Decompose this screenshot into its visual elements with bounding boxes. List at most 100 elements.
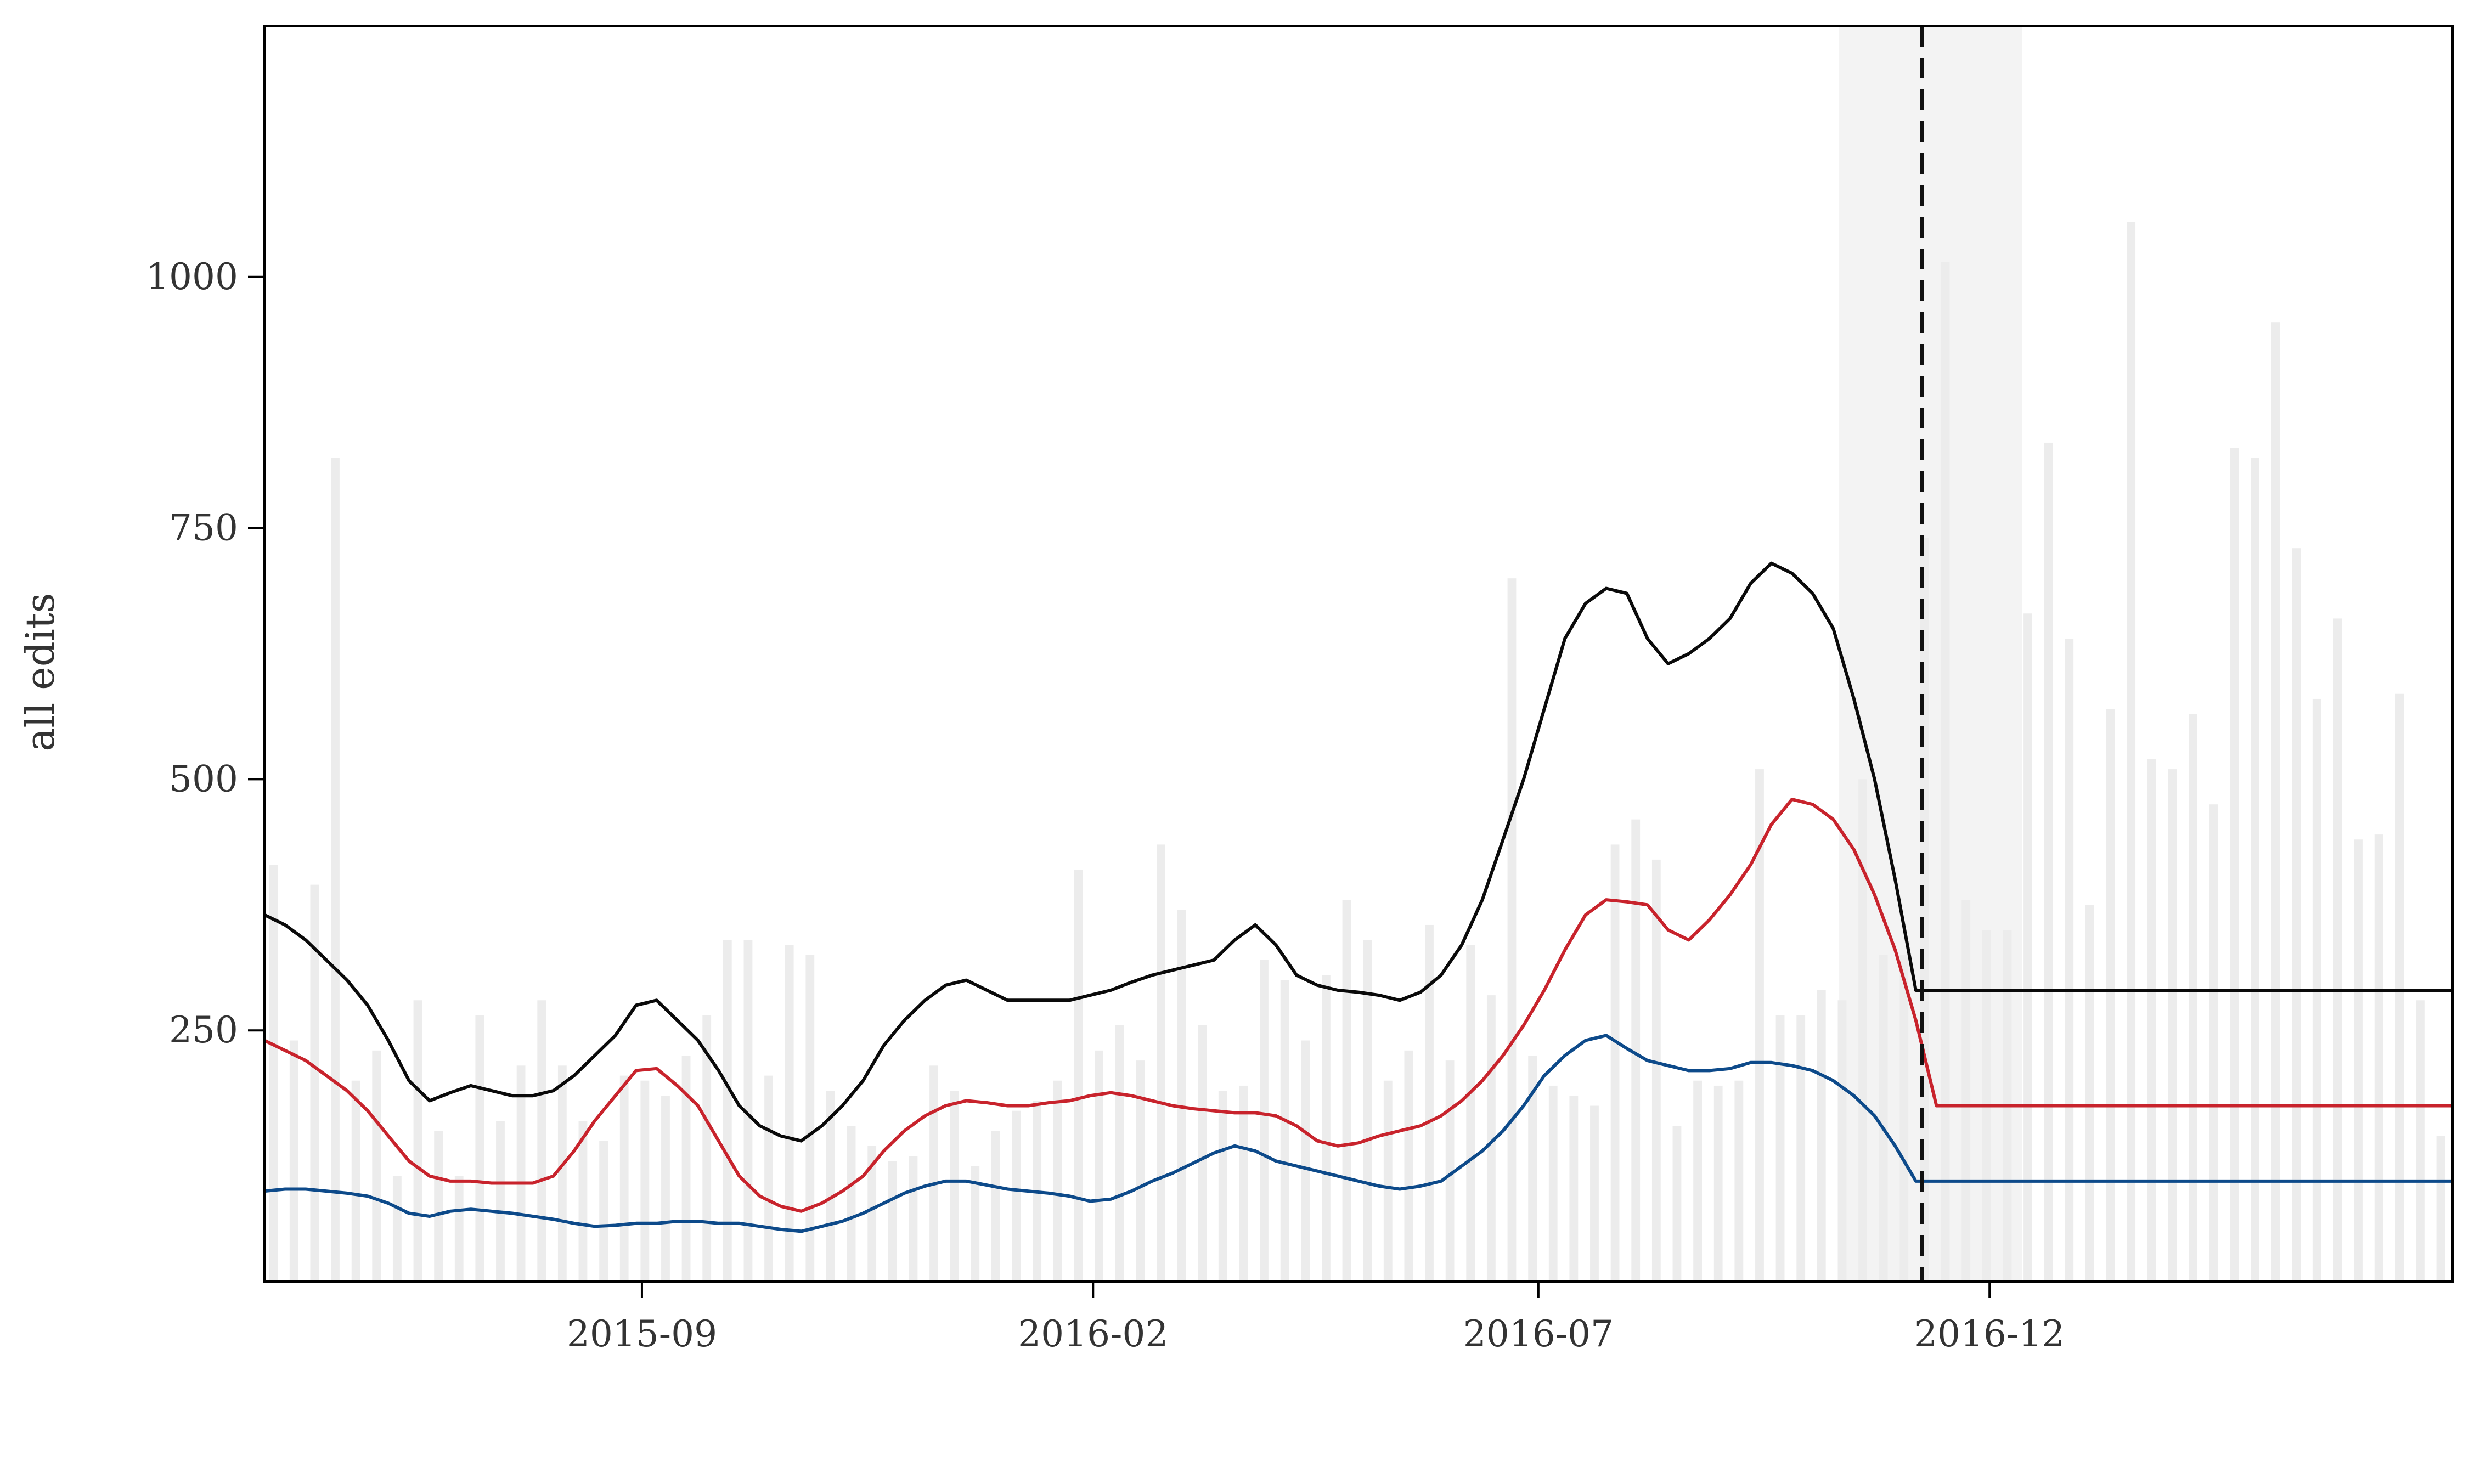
bar xyxy=(413,1000,422,1282)
bar xyxy=(2168,769,2177,1282)
bar xyxy=(392,1176,402,1282)
bar xyxy=(681,1055,691,1282)
bar xyxy=(1053,1080,1062,1282)
bar xyxy=(1280,980,1289,1282)
y-tick-label: 500 xyxy=(169,758,238,800)
bar xyxy=(1095,1050,1103,1282)
bar xyxy=(2415,1000,2425,1282)
bar xyxy=(372,1050,381,1282)
bar xyxy=(661,1096,670,1282)
bar xyxy=(1177,910,1186,1282)
bar xyxy=(1879,955,1888,1282)
bar xyxy=(1713,1085,1723,1282)
bar xyxy=(1528,1055,1537,1282)
bar xyxy=(1404,1050,1413,1282)
trend-lines-layer xyxy=(263,561,2453,1233)
bar xyxy=(2374,834,2383,1282)
bar xyxy=(764,1075,773,1282)
bar xyxy=(1342,900,1351,1282)
axes-layer: 250 500 750 1000 2015-09 2016-02 2016-07 2016-1… xyxy=(146,25,2454,1355)
bar xyxy=(2023,613,2032,1282)
bar xyxy=(1507,578,1517,1282)
bar xyxy=(888,1161,897,1282)
series-line-3 xyxy=(264,1034,2453,1233)
bar xyxy=(1218,1091,1227,1282)
bar xyxy=(2230,448,2239,1282)
bar xyxy=(1363,940,1372,1282)
bar xyxy=(743,940,753,1282)
bar xyxy=(1260,960,1269,1282)
plot-frame xyxy=(263,25,2454,1283)
bar xyxy=(599,1141,608,1282)
bar xyxy=(847,1126,856,1282)
bar xyxy=(269,865,278,1282)
bar xyxy=(1321,975,1331,1282)
bar xyxy=(1239,1085,1248,1282)
bar xyxy=(619,1075,629,1282)
bar xyxy=(723,940,732,1282)
bar xyxy=(351,1080,360,1282)
bar xyxy=(1074,870,1083,1282)
bar xyxy=(1136,1060,1145,1282)
bar xyxy=(2250,458,2259,1282)
bar xyxy=(2065,639,2074,1282)
bar xyxy=(2395,693,2404,1282)
bar xyxy=(516,1065,526,1282)
bar xyxy=(805,955,815,1282)
bar xyxy=(2106,709,2115,1282)
bar xyxy=(1817,990,1826,1282)
y-tick-label: 1000 xyxy=(146,256,238,298)
bar xyxy=(950,1091,959,1282)
bar xyxy=(1899,955,1909,1282)
y-axis-label: all edits xyxy=(17,593,63,751)
bar xyxy=(909,1156,918,1282)
bar xyxy=(971,1166,980,1282)
bar xyxy=(475,1015,484,1282)
bar xyxy=(1734,1080,1744,1282)
bar xyxy=(867,1146,877,1282)
bar xyxy=(640,1080,650,1282)
bar xyxy=(1837,1000,1847,1282)
bar xyxy=(702,1015,712,1282)
bar xyxy=(1755,769,1764,1282)
bar xyxy=(496,1121,505,1282)
bar xyxy=(1672,1126,1682,1282)
bar xyxy=(2271,322,2280,1282)
bar xyxy=(2436,1136,2445,1282)
bar xyxy=(2044,442,2053,1282)
bar xyxy=(1941,262,1950,1282)
bar xyxy=(2333,618,2342,1282)
bar xyxy=(785,945,794,1282)
bar xyxy=(1590,1105,1599,1282)
bar xyxy=(1156,844,1165,1282)
bar xyxy=(557,1065,567,1282)
bar xyxy=(2209,804,2218,1282)
bar xyxy=(2189,714,2197,1282)
bar xyxy=(2085,905,2094,1282)
bar xyxy=(1383,1080,1393,1282)
series-line-1 xyxy=(263,561,2453,1143)
bar xyxy=(331,458,340,1282)
bar xyxy=(2127,222,2136,1282)
x-tick-label: 2016-12 xyxy=(1914,1313,2065,1355)
bar xyxy=(1012,1110,1021,1282)
bar xyxy=(1548,1085,1558,1282)
y-tick-label: 750 xyxy=(169,507,238,549)
bar xyxy=(1631,819,1641,1282)
bar xyxy=(1961,900,1971,1282)
bar xyxy=(1198,1025,1207,1282)
bar xyxy=(310,884,319,1282)
bar xyxy=(1425,924,1434,1282)
event-window-shade xyxy=(1839,26,2022,1282)
bar xyxy=(1651,859,1661,1282)
bar xyxy=(1796,1015,1806,1282)
bar xyxy=(578,1121,588,1282)
x-tick-label: 2016-07 xyxy=(1463,1313,1614,1355)
bar xyxy=(537,1000,546,1282)
bar xyxy=(1301,1040,1310,1282)
weekly-bars-layer xyxy=(269,222,2445,1282)
bar xyxy=(2147,759,2156,1282)
bar xyxy=(929,1065,938,1282)
